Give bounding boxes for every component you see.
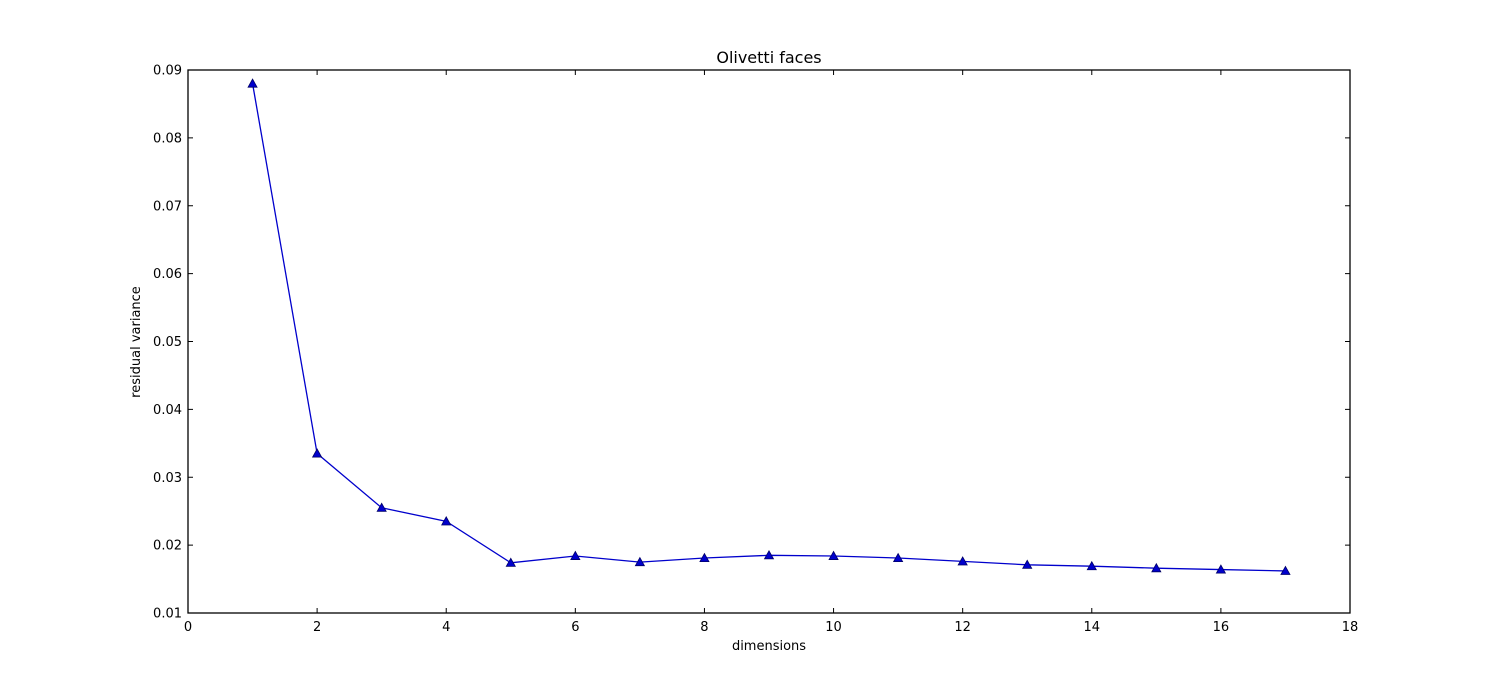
x-tick-label: 6 [571,620,579,635]
y-axis-label: residual variance [129,286,144,398]
x-tick-label: 12 [954,620,971,635]
x-tick-label: 4 [442,620,450,635]
x-tick-label: 0 [184,620,192,635]
data-point [376,502,387,512]
x-tick-label: 18 [1342,620,1359,635]
x-tick-label: 14 [1084,620,1101,635]
series-layer [247,78,1291,575]
y-tick-label: 0.03 [153,471,182,486]
y-tick-label: 0.07 [153,199,182,214]
x-tick-label: 8 [700,620,708,635]
data-point [892,552,904,563]
data-point [634,556,646,567]
y-tick-label: 0.04 [153,403,182,418]
data-point [1086,560,1097,571]
chart-title: Olivetti faces [716,48,821,67]
x-tick-label: 10 [825,620,842,635]
data-point [699,552,710,563]
data-point [570,550,581,560]
y-tick-label: 0.05 [153,335,182,350]
data-point [828,550,839,560]
y-tick-label: 0.08 [153,131,182,146]
x-axis-ticks: 0 2 4 6 8 10 12 14 16 18 [184,70,1358,635]
data-point [1280,565,1291,575]
y-tick-label: 0.01 [153,607,182,622]
data-point [441,516,452,526]
y-tick-label: 0.09 [153,64,182,79]
y-tick-label: 0.06 [153,267,182,282]
data-point [1151,562,1162,573]
data-point [957,556,968,566]
x-tick-label: 2 [313,620,321,635]
data-point [1215,564,1227,574]
x-tick-label: 16 [1213,620,1230,635]
data-point [763,549,775,560]
x-axis-label: dimensions [732,639,806,654]
plot-area-frame [187,69,1351,614]
y-tick-label: 0.02 [153,539,182,554]
data-point [247,78,258,88]
y-axis-ticks: 0.01 0.02 0.03 0.04 0.05 0.06 0.07 0.08 0.09 [153,64,1350,622]
data-point [1022,559,1033,569]
data-point [505,557,516,567]
data-point [311,448,323,458]
